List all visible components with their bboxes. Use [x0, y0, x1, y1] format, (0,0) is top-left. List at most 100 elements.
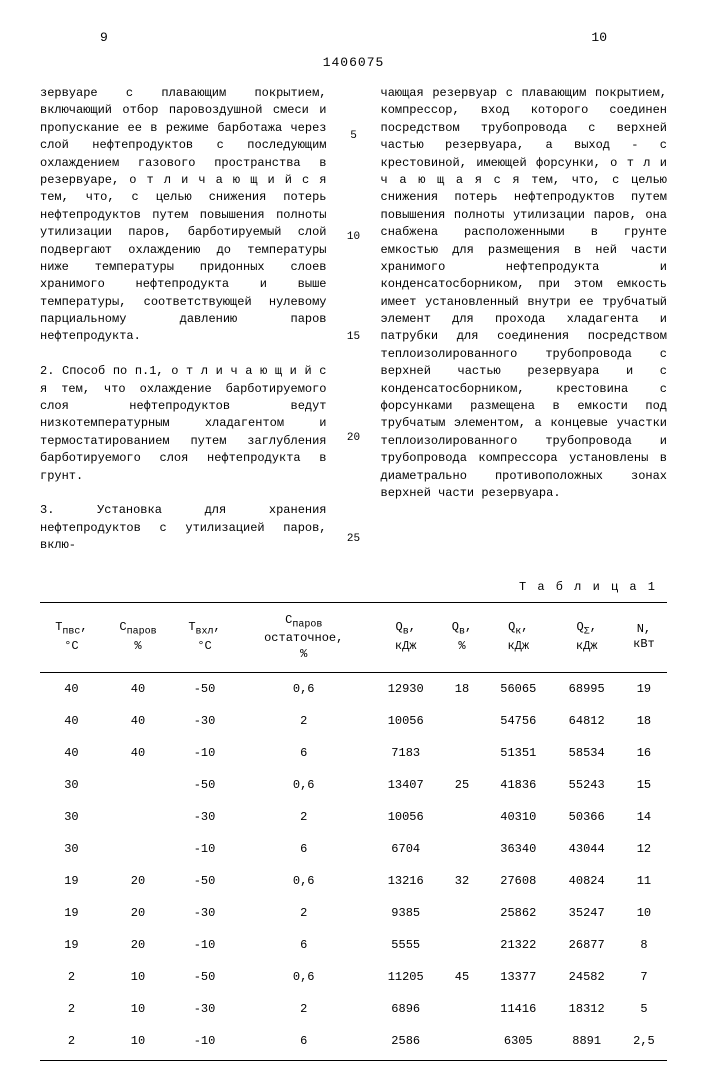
table-cell: 40 — [103, 673, 173, 706]
table-cell: 68995 — [552, 673, 620, 706]
table-cell: 8891 — [552, 1025, 620, 1061]
table-row: 210-500,6112054513377245827 — [40, 961, 667, 993]
table-row: 1920-106555521322268778 — [40, 929, 667, 961]
table-cell: 20 — [103, 897, 173, 929]
table-cell: 6 — [236, 1025, 372, 1061]
table-cell: 36340 — [484, 833, 552, 865]
table-cell: 10 — [103, 993, 173, 1025]
table-cell: 14 — [621, 801, 667, 833]
table-cell: 13377 — [484, 961, 552, 993]
table-row: 4040-30210056547566481218 — [40, 705, 667, 737]
table-cell: -50 — [173, 769, 236, 801]
table-cell: 40824 — [552, 865, 620, 897]
table-cell: 0,6 — [236, 961, 372, 993]
table-cell — [103, 801, 173, 833]
table-cell: 21322 — [484, 929, 552, 961]
table-cell: 25862 — [484, 897, 552, 929]
table-cell: 54756 — [484, 705, 552, 737]
table-cell: 56065 — [484, 673, 552, 706]
column-right: чающая резервуар с плавающим покрытием, … — [381, 85, 668, 555]
table-cell: 19 — [40, 929, 103, 961]
table-row: 1920-3029385258623524710 — [40, 897, 667, 929]
table-cell: 6 — [236, 737, 372, 769]
table-cell: 2 — [236, 897, 372, 929]
table-cell: 41836 — [484, 769, 552, 801]
table-cell: 13407 — [372, 769, 440, 801]
line-num: 10 — [347, 231, 361, 243]
table-cell: 5 — [621, 993, 667, 1025]
table-row: 1920-500,61321632276084082411 — [40, 865, 667, 897]
table-cell: -50 — [173, 865, 236, 897]
table-cell: 8 — [621, 929, 667, 961]
table-cell: -10 — [173, 929, 236, 961]
table-cell: 40 — [103, 705, 173, 737]
table-cell: 27608 — [484, 865, 552, 897]
col-header: N,кВт — [621, 602, 667, 673]
table-cell: 51351 — [484, 737, 552, 769]
table-cell: 0,6 — [236, 865, 372, 897]
table-row: 30-1066704363404304412 — [40, 833, 667, 865]
table-cell: 18312 — [552, 993, 620, 1025]
table-row: 210-302689611416183125 — [40, 993, 667, 1025]
table-cell: 40 — [40, 673, 103, 706]
table-cell: 35247 — [552, 897, 620, 929]
table-cell: 40310 — [484, 801, 552, 833]
table-row: 30 -500,61340725418365524315 — [40, 769, 667, 801]
table-cell: 11205 — [372, 961, 440, 993]
table-cell: 9385 — [372, 897, 440, 929]
table-cell: -50 — [173, 673, 236, 706]
table-cell: 6 — [236, 833, 372, 865]
table-cell: 6 — [236, 929, 372, 961]
table-cell: 40 — [40, 705, 103, 737]
table-cell: 25 — [440, 769, 484, 801]
col-header: Qк,кДж — [484, 602, 552, 673]
table-cell: 50366 — [552, 801, 620, 833]
table-cell: 2,5 — [621, 1025, 667, 1061]
table-cell: 6704 — [372, 833, 440, 865]
table-cell: 19 — [40, 897, 103, 929]
table-cell: -10 — [173, 833, 236, 865]
table-cell: 13216 — [372, 865, 440, 897]
table-cell: 58534 — [552, 737, 620, 769]
table-cell: 40 — [103, 737, 173, 769]
table-cell: 7 — [621, 961, 667, 993]
table-cell: 24582 — [552, 961, 620, 993]
table-cell: 30 — [40, 769, 103, 801]
col-header: Qв,кДж — [372, 602, 440, 673]
table-cell: 2 — [236, 801, 372, 833]
table-cell: 16 — [621, 737, 667, 769]
table-cell: 32 — [440, 865, 484, 897]
table-cell — [440, 705, 484, 737]
table-cell: 0,6 — [236, 769, 372, 801]
line-num: 25 — [347, 533, 361, 545]
line-num: 20 — [347, 432, 361, 444]
table-cell: 10056 — [372, 705, 440, 737]
table-cell: 15 — [621, 769, 667, 801]
table-cell: 10056 — [372, 801, 440, 833]
table-cell: 43044 — [552, 833, 620, 865]
table-cell: 30 — [40, 801, 103, 833]
table-cell: 55243 — [552, 769, 620, 801]
table-cell — [440, 1025, 484, 1061]
table-cell: -10 — [173, 737, 236, 769]
table-cell: 11416 — [484, 993, 552, 1025]
table-cell: 19 — [621, 673, 667, 706]
table-row: 4040-1067183513515853416 — [40, 737, 667, 769]
table-cell — [440, 737, 484, 769]
table-cell: 26877 — [552, 929, 620, 961]
table-cell: 2 — [40, 961, 103, 993]
table-cell: 12930 — [372, 673, 440, 706]
table-cell: 18 — [621, 705, 667, 737]
table-cell: 0,6 — [236, 673, 372, 706]
col-header: Tвхл,°C — [173, 602, 236, 673]
table-cell: 18 — [440, 673, 484, 706]
line-num: 15 — [347, 331, 361, 343]
table-cell: 2 — [236, 993, 372, 1025]
table-cell: 2586 — [372, 1025, 440, 1061]
table-cell: 10 — [621, 897, 667, 929]
table-cell: -30 — [173, 993, 236, 1025]
table-cell — [103, 769, 173, 801]
table-cell: 12 — [621, 833, 667, 865]
document-number: 1406075 — [40, 55, 667, 70]
table-cell: 45 — [440, 961, 484, 993]
